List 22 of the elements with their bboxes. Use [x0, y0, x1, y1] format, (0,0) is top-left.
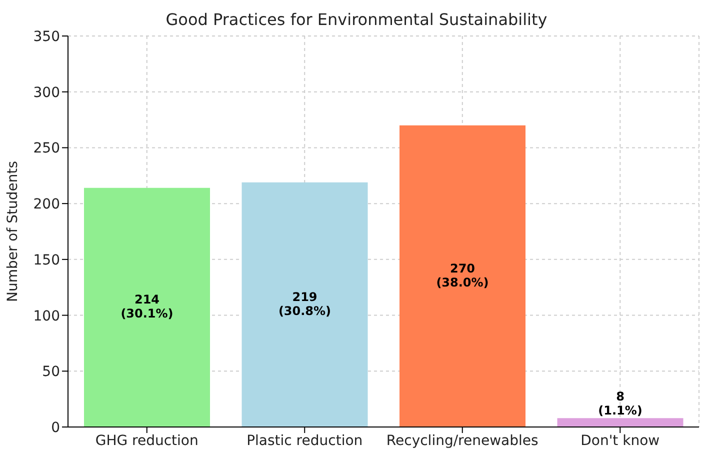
y-tick-label: 200	[33, 196, 60, 213]
bar	[557, 418, 684, 427]
y-axis-title: Number of Students	[4, 160, 21, 302]
data-label: 8 (1.1%)	[598, 389, 642, 418]
data-label: 219 (30.8%)	[278, 290, 332, 318]
bar	[84, 188, 210, 427]
data-label: 214 (30.1%)	[120, 292, 174, 321]
bar	[400, 125, 526, 427]
x-tick-label: Don't know	[580, 432, 660, 449]
x-tick-label: GHG reduction	[95, 432, 198, 449]
data-label: 270 (38.0%)	[436, 261, 489, 290]
y-tick-label: 250	[33, 140, 60, 157]
bar	[242, 182, 368, 427]
y-tick-label: 300	[33, 84, 60, 101]
y-tick-label: 350	[33, 28, 60, 45]
y-tick-label: 50	[42, 364, 60, 380]
y-tick-label: 0	[51, 420, 60, 436]
chart-title: Good Practices for Environmental Sustainability	[164, 10, 548, 29]
x-tick-label: Plastic reduction	[246, 432, 363, 449]
x-tick-label: Recycling/renewables	[386, 432, 538, 449]
y-tick-label: 150	[33, 252, 60, 268]
y-tick-label: 100	[33, 308, 60, 324]
